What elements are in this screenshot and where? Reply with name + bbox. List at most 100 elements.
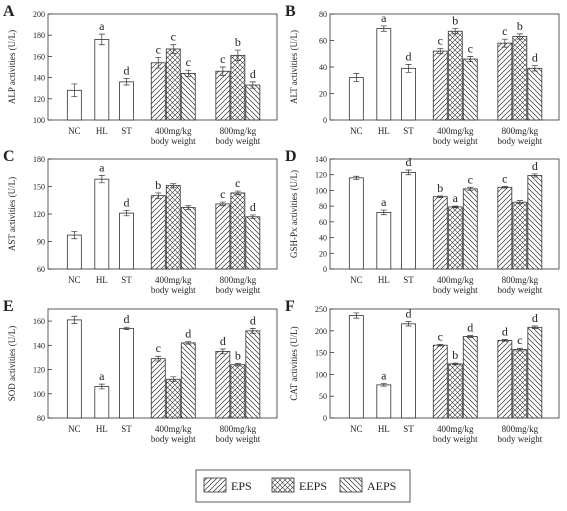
significance-label: d	[250, 200, 256, 214]
y-axis-label: ALT activities (U/L)	[289, 30, 299, 104]
error-bar	[380, 25, 387, 32]
error-bar	[249, 328, 256, 334]
significance-label: d	[406, 155, 412, 169]
y-axis-label: CAT activities (U/L)	[289, 326, 299, 400]
significance-label: b	[235, 349, 241, 363]
error-bar	[452, 205, 459, 209]
significance-label: a	[99, 19, 105, 33]
x-group-label: 400mg/kg body weight	[433, 126, 478, 146]
significance-label: d	[502, 325, 508, 339]
y-tick-label: 60	[37, 265, 45, 274]
x-group-label: 800mg/kg body weight	[497, 275, 542, 295]
y-tick-label: 150	[33, 183, 45, 192]
y-tick-label: 80	[319, 10, 327, 19]
x-group-label: HL	[96, 275, 108, 285]
bar-solid	[348, 315, 364, 419]
bar-eeps	[230, 54, 246, 121]
significance-label: d	[185, 327, 191, 341]
significance-label: c	[468, 41, 473, 55]
y-tick-label: 100	[315, 186, 327, 195]
bar-eeps	[447, 363, 463, 419]
error-bar	[405, 63, 412, 73]
error-bar	[234, 363, 241, 367]
significance-label: d	[250, 67, 256, 81]
bar-solid	[119, 327, 134, 419]
y-tick-label: 60	[319, 218, 327, 227]
bar-solid	[94, 386, 110, 419]
bar-solid	[94, 39, 110, 121]
significance-label: a	[381, 11, 387, 25]
error-bar	[452, 28, 459, 35]
legend-frame	[195, 469, 411, 503]
significance-label: b	[452, 348, 458, 362]
x-group-label: NC	[350, 275, 363, 285]
legend-label-eeps: EEPS	[299, 479, 327, 493]
y-tick-label: 20	[319, 90, 327, 99]
bar-solid	[119, 81, 134, 121]
x-group-label: NC	[350, 424, 363, 434]
bar-eps	[497, 339, 513, 419]
bar-eps	[150, 62, 166, 121]
y-tick-label: 50	[319, 392, 327, 401]
significance-label: c	[438, 33, 443, 47]
error-bar	[234, 49, 241, 61]
panel-letter: F	[285, 298, 295, 315]
legend-swatch-eps	[203, 477, 227, 493]
error-bar	[71, 83, 78, 98]
bar-eeps	[512, 36, 528, 121]
y-tick-label: 180	[33, 155, 45, 164]
y-tick-label: 160	[33, 317, 45, 326]
y-tick-label: 120	[315, 171, 327, 180]
panel-letter: B	[285, 3, 296, 20]
y-tick-label: 200	[315, 327, 327, 336]
significance-label: c	[235, 176, 240, 190]
y-tick-label: 0	[323, 265, 327, 274]
significance-label: c	[171, 30, 176, 44]
error-bar	[467, 335, 474, 338]
error-bar	[155, 192, 162, 199]
chart-panel-b: B 0 20 40 60 80 ALT activities (U/L) NC HL ST 400m…	[285, 3, 560, 146]
significance-label: d	[532, 51, 538, 65]
error-bar	[437, 195, 444, 198]
y-tick-label: 80	[319, 202, 327, 211]
x-group-label: ST	[121, 424, 132, 434]
y-tick-label: 20	[319, 249, 327, 258]
error-bar	[155, 57, 162, 69]
significance-label: d	[467, 321, 473, 335]
bar-eeps	[165, 378, 181, 419]
error-bar	[98, 33, 105, 46]
x-group-label: ST	[121, 126, 132, 136]
y-axis-label: AST activities (U/L)	[7, 177, 17, 251]
bar-eeps	[512, 349, 528, 419]
error-bar	[185, 69, 192, 77]
bar-eeps	[165, 185, 181, 270]
x-group-label: 400mg/kg body weight	[433, 424, 478, 444]
significance-label: d	[532, 311, 538, 325]
legend: EPS EEPS AEPS	[195, 469, 411, 503]
significance-label: b	[155, 178, 161, 192]
error-bar	[71, 231, 78, 240]
bar-aeps	[462, 58, 478, 121]
y-tick-label: 180	[33, 31, 45, 40]
x-group-label: HL	[378, 126, 390, 136]
significance-label: b	[517, 19, 523, 33]
error-bar	[516, 347, 523, 352]
significance-label: d	[406, 49, 412, 63]
bar-solid	[401, 171, 416, 270]
x-group-label: ST	[403, 424, 414, 434]
bar-aeps	[527, 326, 543, 419]
y-tick-label: 250	[315, 305, 327, 314]
y-tick-label: 100	[33, 116, 45, 125]
bar-aeps	[245, 330, 261, 419]
panel-letter: E	[3, 298, 14, 315]
significance-label: a	[381, 195, 387, 209]
legend-label-aeps: AEPS	[367, 479, 396, 493]
error-bar	[353, 73, 360, 82]
x-group-label: NC	[68, 275, 81, 285]
bar-aeps	[527, 175, 543, 270]
significance-label: b	[235, 35, 241, 49]
x-group-label: ST	[403, 275, 414, 285]
significance-label: d	[406, 307, 412, 321]
bar-eps	[432, 196, 448, 270]
